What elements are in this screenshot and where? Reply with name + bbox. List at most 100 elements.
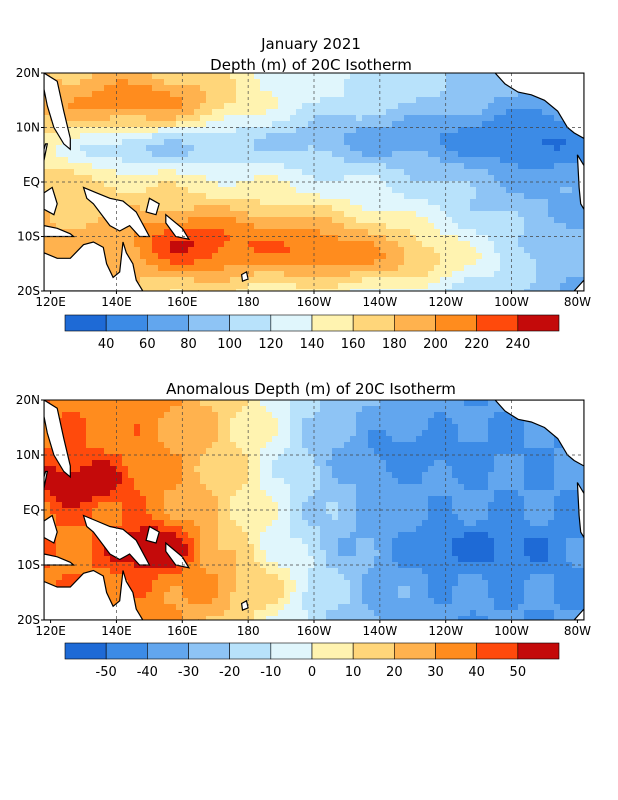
field-cell — [134, 199, 141, 206]
field-cell — [458, 163, 465, 170]
field-cell — [296, 163, 303, 170]
field-cell — [548, 181, 555, 188]
field-cell — [254, 508, 261, 515]
field-cell — [446, 235, 453, 242]
field-cell — [416, 151, 423, 158]
field-cell — [218, 412, 225, 419]
field-cell — [548, 259, 555, 266]
field-cell — [170, 121, 177, 128]
field-cell — [278, 544, 285, 551]
field-cell — [164, 241, 171, 248]
field-cell — [290, 85, 297, 92]
field-cell — [80, 520, 87, 527]
field-cell — [266, 229, 273, 236]
field-cell — [92, 472, 99, 479]
field-cell — [110, 568, 117, 575]
field-cell — [524, 217, 531, 224]
field-cell — [494, 121, 501, 128]
field-cell — [104, 91, 111, 98]
field-cell — [80, 424, 87, 431]
field-cell — [296, 436, 303, 443]
field-cell — [74, 115, 81, 122]
field-cell — [176, 235, 183, 242]
field-cell — [260, 121, 267, 128]
field-cell — [374, 187, 381, 194]
field-cell — [374, 133, 381, 140]
field-cell — [284, 103, 291, 110]
field-cell — [506, 193, 513, 200]
field-cell — [536, 139, 543, 146]
field-cell — [236, 604, 243, 611]
field-cell — [122, 430, 129, 437]
field-cell — [230, 211, 237, 218]
field-cell — [68, 568, 75, 575]
field-cell — [524, 283, 531, 290]
field-cell — [488, 199, 495, 206]
field-cell — [134, 502, 141, 509]
field-cell — [176, 478, 183, 485]
field-cell — [194, 85, 201, 92]
field-cell — [242, 205, 249, 212]
field-cell — [458, 271, 465, 278]
field-cell — [128, 175, 135, 182]
field-cell — [380, 181, 387, 188]
field-cell — [524, 163, 531, 170]
field-cell — [566, 259, 573, 266]
field-cell — [260, 448, 267, 455]
field-cell — [338, 229, 345, 236]
field-cell — [236, 562, 243, 569]
field-cell — [248, 199, 255, 206]
field-cell — [74, 91, 81, 98]
field-cell — [152, 460, 159, 467]
field-cell — [272, 157, 279, 164]
field-cell — [398, 85, 405, 92]
field-cell — [92, 181, 99, 188]
field-cell — [290, 406, 297, 413]
field-cell — [272, 253, 279, 260]
field-cell — [398, 199, 405, 206]
field-cell — [266, 610, 273, 617]
field-cell — [428, 289, 435, 291]
field-cell — [284, 538, 291, 545]
field-cell — [188, 103, 195, 110]
field-cell — [248, 424, 255, 431]
field-cell — [344, 85, 351, 92]
field-cell — [266, 520, 273, 527]
field-cell — [266, 484, 273, 491]
field-cell — [218, 478, 225, 485]
field-cell — [158, 283, 165, 290]
field-cell — [338, 217, 345, 224]
field-cell — [476, 103, 483, 110]
field-cell — [560, 163, 567, 170]
field-cell — [194, 526, 201, 533]
field-cell — [470, 109, 477, 116]
field-cell — [290, 163, 297, 170]
field-cell — [560, 235, 567, 242]
field-cell — [92, 400, 99, 407]
field-cell — [356, 163, 363, 170]
field-cell — [458, 259, 465, 266]
field-cell — [176, 508, 183, 515]
field-cell — [314, 157, 321, 164]
field-cell — [62, 508, 69, 515]
field-cell — [140, 169, 147, 176]
field-cell — [164, 508, 171, 515]
field-cell — [158, 400, 165, 407]
field-cell — [188, 406, 195, 413]
field-cell — [476, 169, 483, 176]
field-cell — [224, 592, 231, 599]
field-cell — [272, 418, 279, 425]
field-cell — [560, 277, 567, 284]
field-cell — [422, 97, 429, 104]
field-cell — [314, 241, 321, 248]
field-cell — [482, 181, 489, 188]
field-cell — [128, 424, 135, 431]
field-cell — [158, 430, 165, 437]
field-cell — [200, 283, 207, 290]
field-cell — [116, 436, 123, 443]
field-cell — [542, 193, 549, 200]
field-cell — [188, 472, 195, 479]
field-cell — [500, 163, 507, 170]
field-cell — [308, 169, 315, 176]
field-cell — [230, 199, 237, 206]
